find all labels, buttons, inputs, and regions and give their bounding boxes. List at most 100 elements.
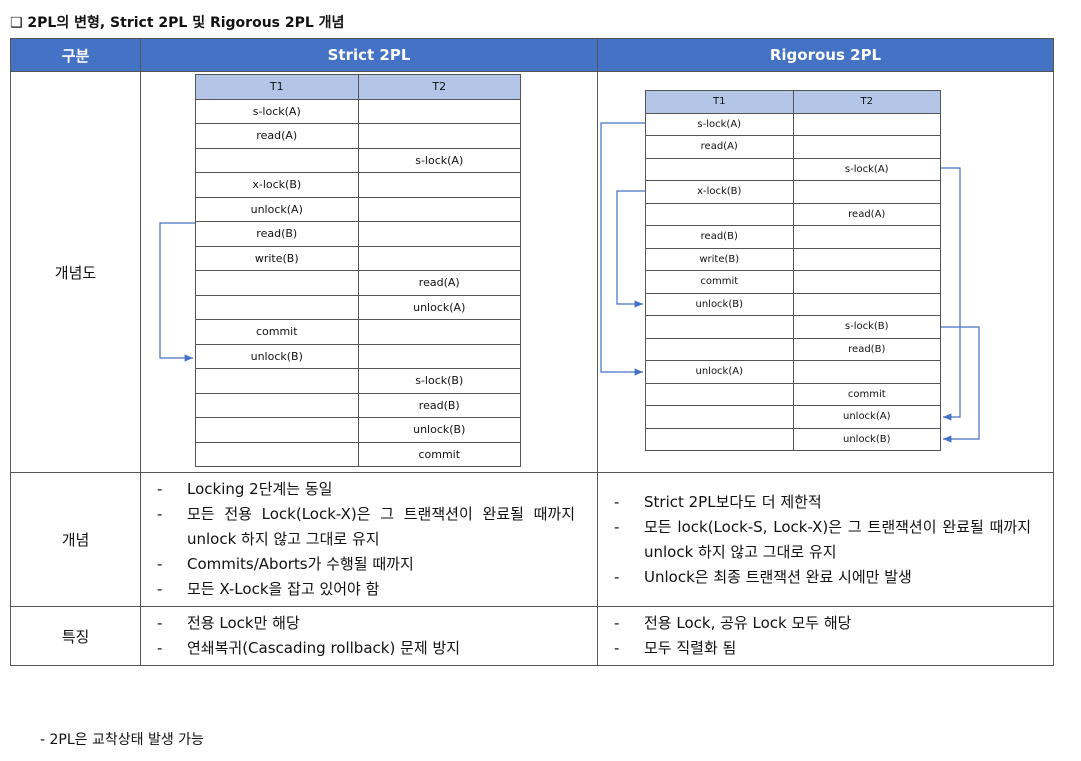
rigorous-diagram-cell: T1 T2 s-lock(A) read(A) s-lock(A) x-lock(B) re… <box>597 71 1054 473</box>
schedule-cell: read(A) <box>357 270 521 296</box>
schedule-cell <box>645 382 794 406</box>
table-row: read(B) <box>645 337 941 361</box>
table-row: commit <box>195 319 521 345</box>
strict-diagram-cell: T1 T2 s-lock(A) read(A) s-lock(A) x-lock(B) un… <box>140 71 598 473</box>
schedule-cell: read(A) <box>195 123 359 149</box>
list-item: Strict 2PL보다도 더 제한적 <box>614 490 1031 515</box>
table-row: read(A) <box>645 202 941 226</box>
schedule-cell <box>645 315 794 339</box>
schedule-cell: x-lock(B) <box>645 180 794 204</box>
list-item: Locking 2단계는 동일 <box>157 477 575 502</box>
schedule-cell <box>792 180 941 204</box>
table-row: read(B) <box>645 225 941 249</box>
schedule-cell <box>195 294 359 320</box>
header-strict-2pl: Strict 2PL <box>140 38 598 72</box>
schedule-cell <box>195 368 359 394</box>
schedule-cell <box>357 319 521 345</box>
schedule-cell <box>195 441 359 467</box>
schedule-header-row: T1 T2 <box>645 90 941 114</box>
list-item: 전용 Lock, 공유 Lock 모두 해당 <box>614 611 1031 636</box>
schedule-cell <box>645 427 794 451</box>
schedule-cell <box>195 270 359 296</box>
list-item: 모든 전용 Lock(Lock-X)은 그 트랜잭션이 완료될 때까지 unlo… <box>157 502 575 552</box>
table-row: s-lock(A) <box>195 98 521 124</box>
table-row: commit <box>195 441 521 467</box>
schedule-cell: read(B) <box>645 225 794 249</box>
schedule-cell <box>792 112 941 136</box>
table-row: s-lock(A) <box>645 112 941 136</box>
schedule-cell: commit <box>195 319 359 345</box>
table-row: unlock(B) <box>195 343 521 369</box>
strict-xlock-arrow <box>159 222 195 362</box>
schedule-cell: unlock(B) <box>195 343 359 369</box>
table-row: unlock(B) <box>645 427 941 451</box>
schedule-cell: write(B) <box>645 247 794 271</box>
list-item: 연쇄복귀(Cascading rollback) 문제 방지 <box>157 636 575 661</box>
schedule-cell <box>357 245 521 271</box>
schedule-cell: unlock(A) <box>195 196 359 222</box>
table-row: read(B) <box>195 221 521 247</box>
strict-feature-cell: 전용 Lock만 해당 연쇄복귀(Cascading rollback) 문제 … <box>140 606 598 666</box>
diagram-row-label: 개념도 <box>10 71 141 473</box>
strict-schedule-table: T1 T2 s-lock(A) read(A) s-lock(A) x-lock(B) un… <box>195 74 521 467</box>
feature-row: 특징 전용 Lock만 해당 연쇄복귀(Cascading rollback) … <box>10 606 1054 666</box>
table-row: s-lock(A) <box>645 157 941 181</box>
table-row: write(B) <box>645 247 941 271</box>
schedule-cell <box>645 157 794 181</box>
rigorous-xlock-b-arrow <box>616 190 645 308</box>
schedule-cell <box>792 270 941 294</box>
schedule-cell <box>645 337 794 361</box>
list-item: Commits/Aborts가 수행될 때까지 <box>157 552 575 577</box>
list-item: 모두 직렬화 됨 <box>614 636 1031 661</box>
table-row: commit <box>645 270 941 294</box>
schedule-cell: s-lock(A) <box>792 157 941 181</box>
schedule-cell <box>645 405 794 429</box>
schedule-cell: read(A) <box>792 202 941 226</box>
schedule-cell: commit <box>357 441 521 467</box>
table-row: unlock(B) <box>645 292 941 316</box>
list-item: Unlock은 최종 트랜잭션 완료 시에만 발생 <box>614 565 1031 590</box>
table-row: x-lock(B) <box>195 172 521 198</box>
table-row: s-lock(B) <box>195 368 521 394</box>
table-row: unlock(A) <box>645 405 941 429</box>
table-row: x-lock(B) <box>645 180 941 204</box>
schedule-cell <box>357 196 521 222</box>
list-item: 모든 lock(Lock-S, Lock-X)은 그 트랜잭션이 완료될 때까지… <box>614 515 1031 565</box>
schedule-cell: unlock(B) <box>357 417 521 443</box>
schedule-cell: read(A) <box>645 135 794 159</box>
schedule-header-row: T1 T2 <box>195 74 521 100</box>
schedule-cell <box>792 360 941 384</box>
schedule-cell: commit <box>792 382 941 406</box>
concept-row: 개념 Locking 2단계는 동일 모든 전용 Lock(Lock-X)은 그… <box>10 472 1054 607</box>
schedule-header-cell: T2 <box>357 74 521 100</box>
table-row: unlock(B) <box>195 417 521 443</box>
schedule-cell: unlock(A) <box>645 360 794 384</box>
table-row: read(A) <box>645 135 941 159</box>
table-row: unlock(A) <box>195 196 521 222</box>
rigorous-concept-cell: Strict 2PL보다도 더 제한적 모든 lock(Lock-S, Lock… <box>597 472 1054 607</box>
schedule-cell: unlock(B) <box>792 427 941 451</box>
table-row: commit <box>645 382 941 406</box>
schedule-cell <box>792 135 941 159</box>
comparison-table: 구분 Strict 2PL Rigorous 2PL 개념도 T1 T2 s-loc… <box>10 38 1054 666</box>
header-rigorous-2pl: Rigorous 2PL <box>597 38 1054 72</box>
schedule-cell: s-lock(B) <box>357 368 521 394</box>
table-row: read(B) <box>195 392 521 418</box>
rigorous-feature-cell: 전용 Lock, 공유 Lock 모두 해당 모두 직렬화 됨 <box>597 606 1054 666</box>
rigorous-concept-list: Strict 2PL보다도 더 제한적 모든 lock(Lock-S, Lock… <box>598 486 1053 594</box>
schedule-cell <box>792 292 941 316</box>
schedule-header-cell: T1 <box>645 90 794 114</box>
schedule-cell: unlock(A) <box>792 405 941 429</box>
table-row: unlock(A) <box>645 360 941 384</box>
rigorous-t2-slock-a-arrow <box>941 167 961 421</box>
schedule-cell <box>645 202 794 226</box>
schedule-cell <box>357 221 521 247</box>
strict-concept-list: Locking 2단계는 동일 모든 전용 Lock(Lock-X)은 그 트랜… <box>141 473 597 606</box>
table-row: write(B) <box>195 245 521 271</box>
schedule-cell: s-lock(A) <box>645 112 794 136</box>
schedule-cell <box>792 247 941 271</box>
list-item: 전용 Lock만 해당 <box>157 611 575 636</box>
schedule-header-cell: T2 <box>792 90 941 114</box>
diagram-row: 개념도 T1 T2 s-lock(A) read(A) s-lock(A) x-lock(… <box>10 71 1054 473</box>
schedule-cell <box>357 172 521 198</box>
